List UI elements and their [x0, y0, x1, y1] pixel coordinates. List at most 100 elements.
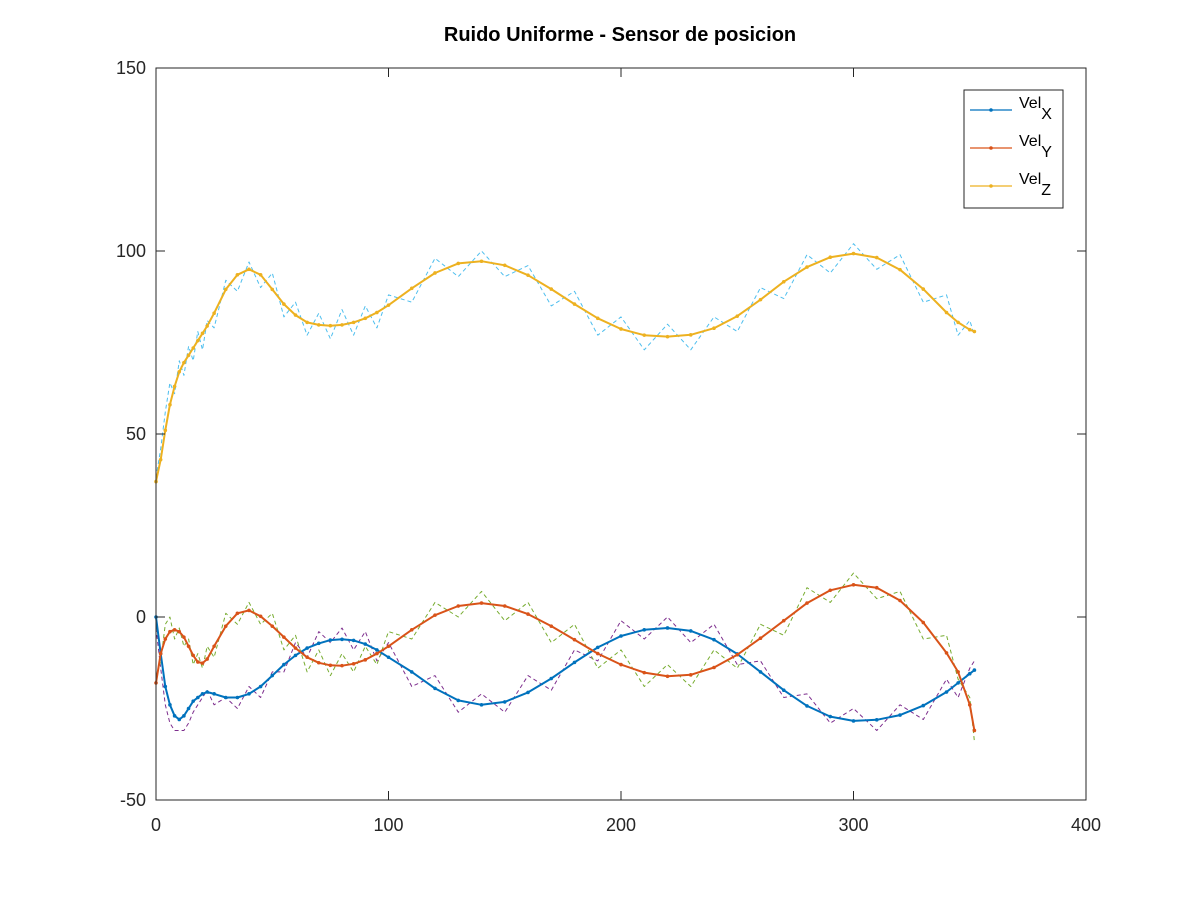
x-tick-label: 100 [373, 815, 403, 835]
data-point-vel-y [205, 657, 209, 661]
data-point-vel-x [375, 648, 379, 652]
data-point-vel-y [316, 660, 321, 665]
data-point-vel-y [200, 661, 205, 665]
data-point-vel-z [956, 320, 960, 325]
data-point-vel-x [781, 688, 786, 692]
data-point-vel-z [293, 313, 298, 317]
data-point-vel-y [328, 663, 333, 668]
data-point-vel-y [191, 653, 195, 658]
data-point-vel-z [351, 320, 356, 325]
data-point-vel-z [456, 261, 461, 266]
data-point-vel-x [619, 634, 623, 638]
data-point-vel-x [526, 690, 530, 695]
data-point-vel-z [177, 369, 182, 374]
data-point-vel-y [386, 644, 391, 649]
data-point-vel-x [828, 714, 833, 719]
data-point-vel-y [944, 651, 949, 655]
data-point-vel-z [182, 360, 186, 365]
data-point-vel-z [967, 327, 972, 332]
data-point-vel-z [172, 384, 177, 389]
y-tick-label: 0 [136, 607, 146, 627]
legend-subscript: Y [1041, 144, 1052, 161]
data-point-vel-z [168, 402, 172, 407]
data-point-vel-y [549, 624, 554, 628]
data-point-vel-x [956, 681, 960, 685]
data-point-vel-y [168, 629, 172, 634]
data-point-vel-z [200, 331, 205, 336]
data-point-vel-z [828, 255, 833, 260]
data-point-vel-z [898, 267, 902, 272]
data-point-vel-y [293, 646, 298, 650]
data-point-vel-x [293, 653, 298, 658]
data-point-vel-y [351, 662, 356, 666]
data-point-vel-y [340, 663, 344, 668]
data-point-vel-z [235, 272, 240, 277]
data-point-vel-z [642, 333, 647, 337]
data-point-vel-y [258, 614, 263, 619]
data-point-vel-y [247, 608, 251, 613]
data-point-vel-y [642, 670, 647, 675]
legend-marker-vel-z [989, 184, 993, 188]
data-point-vel-z [805, 265, 809, 269]
data-point-vel-y [479, 601, 484, 605]
data-point-vel-z [270, 287, 275, 292]
data-point-vel-x [665, 626, 670, 630]
data-point-vel-y [805, 601, 809, 605]
data-point-vel-z [944, 310, 949, 315]
data-point-vel-x [270, 673, 275, 678]
data-point-vel-z [712, 326, 716, 331]
data-point-vel-x [944, 690, 949, 694]
data-point-vel-x [805, 704, 809, 708]
data-point-vel-x [235, 695, 240, 700]
y-tick-label: 150 [116, 58, 146, 78]
data-point-vel-y [956, 670, 960, 674]
data-point-vel-z [502, 263, 507, 268]
data-point-vel-z [549, 287, 554, 291]
data-point-vel-x [316, 641, 321, 646]
data-point-vel-x [363, 642, 368, 646]
series-layer [154, 243, 977, 742]
data-point-vel-z [247, 267, 251, 272]
data-point-vel-x [595, 645, 600, 650]
data-point-vel-x [172, 714, 177, 718]
x-tick-label: 200 [606, 815, 636, 835]
data-point-vel-z [223, 287, 228, 292]
data-point-vel-x [502, 700, 507, 704]
data-point-vel-y [874, 585, 879, 590]
data-point-vel-y [235, 611, 240, 616]
data-point-vel-x [182, 714, 186, 718]
data-point-vel-y [526, 612, 530, 616]
data-point-vel-y [305, 655, 309, 660]
data-point-vel-z [375, 310, 379, 315]
data-point-vel-x [479, 703, 484, 707]
data-point-vel-z [665, 334, 670, 339]
data-point-vel-y [409, 628, 414, 632]
data-point-vel-y [828, 588, 833, 593]
data-point-vel-y [665, 674, 670, 679]
data-point-vel-z [409, 286, 414, 291]
data-point-vel-x [921, 703, 926, 708]
data-point-vel-x [177, 717, 182, 722]
data-point-vel-x [258, 684, 263, 689]
data-point-vel-y [177, 629, 182, 634]
data-point-vel-y [212, 644, 216, 649]
data-point-vel-z [874, 255, 879, 260]
data-point-vel-x [163, 684, 168, 689]
data-point-vel-y [270, 624, 275, 628]
data-point-vel-y [186, 644, 191, 649]
data-point-vel-y [712, 665, 716, 670]
data-point-vel-x [205, 690, 209, 694]
data-point-vel-z [921, 287, 926, 291]
data-point-vel-z [735, 314, 740, 318]
chart-title: Ruido Uniforme - Sensor de posicion [444, 24, 796, 46]
data-point-vel-y [502, 604, 507, 608]
x-tick-label: 0 [151, 815, 161, 835]
data-point-vel-z [781, 279, 786, 284]
data-point-vel-x [972, 668, 977, 672]
data-point-vel-z [305, 320, 309, 325]
y-tick-label: -50 [120, 790, 146, 810]
data-point-vel-z [163, 428, 168, 433]
data-point-vel-z [328, 323, 333, 328]
